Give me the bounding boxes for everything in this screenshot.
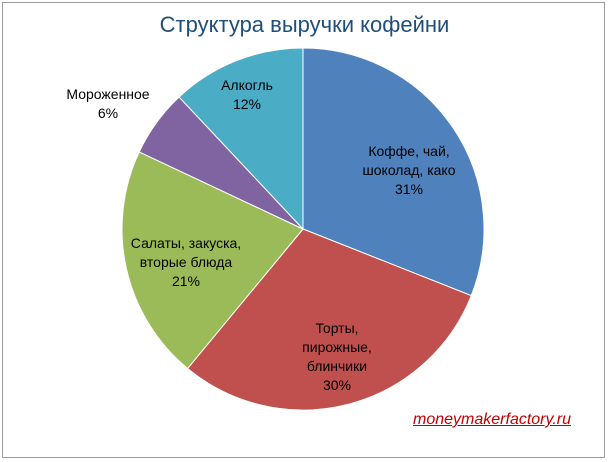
slice-label-line: 30%	[323, 377, 351, 393]
slice-label-1: Торты, пирожные, блинчики 30%	[302, 320, 372, 393]
slice-label-line: Мороженное	[66, 86, 149, 102]
chart-title: Структура выручки кофейни	[159, 12, 450, 37]
slice-label-line: блинчики	[307, 358, 367, 374]
slice-label-line: вторые блюда	[140, 254, 233, 270]
watermark-link[interactable]: moneymakerfactory.ru	[413, 411, 571, 428]
slice-label-line: Торты,	[315, 320, 358, 336]
pie-slice-0	[302, 47, 485, 297]
slice-label-line: 6%	[98, 105, 118, 121]
pie-slice-1	[186, 228, 472, 411]
slice-label-0: Коффе, чай, шоколад, како 31%	[363, 143, 456, 197]
slice-label-line: пирожные,	[302, 339, 372, 355]
slice-label-line: Коффе, чай,	[368, 143, 449, 159]
slice-label-4: Алкогль 12%	[221, 77, 273, 112]
slice-label-line: Салаты, закуска,	[131, 235, 241, 251]
slice-label-line: шоколад, како	[363, 162, 456, 178]
slice-label-line: 31%	[395, 181, 423, 197]
pie-slice-4	[178, 47, 304, 231]
slice-label-3: Мороженное 6%	[66, 86, 149, 121]
slice-label-line: 12%	[233, 96, 261, 112]
slice-label-line: Алкогль	[221, 77, 273, 93]
slice-label-2: Салаты, закуска, вторые блюда 21%	[131, 235, 241, 289]
pie-slice-2	[121, 151, 304, 370]
slice-label-line: 21%	[172, 273, 200, 289]
